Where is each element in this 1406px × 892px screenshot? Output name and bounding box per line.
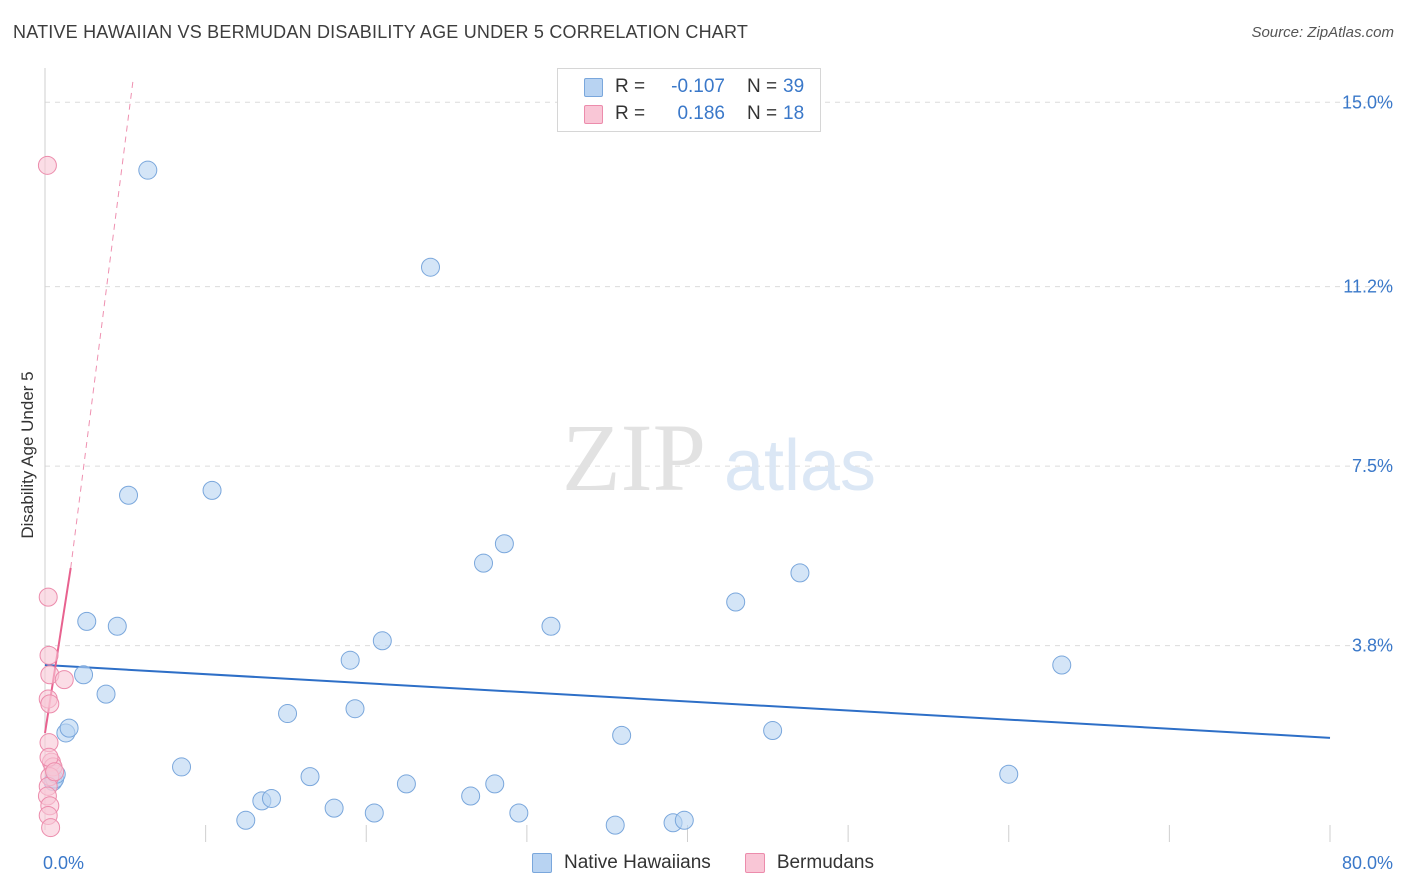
native-hawaiian-point	[345, 699, 365, 719]
native-hawaiian-point	[726, 592, 746, 612]
native-hawaiian-point	[59, 718, 79, 738]
native-hawaiian-point	[541, 616, 561, 636]
native-hawaiian-point	[74, 665, 94, 685]
legend-swatch-blue	[584, 77, 603, 97]
bermudan-point	[40, 694, 60, 714]
native-hawaiian-trend-line	[44, 664, 1331, 739]
watermark: ZIP atlas	[562, 404, 876, 511]
native-hawaiian-point	[77, 611, 97, 631]
y-tick-label: 7.5%	[1352, 456, 1393, 476]
native-hawaiian-point	[674, 810, 694, 830]
legend-r-value: 0.186	[677, 103, 725, 124]
native-hawaiian-point	[119, 485, 139, 505]
native-hawaiian-point	[236, 810, 256, 830]
native-hawaiian-point	[790, 563, 810, 583]
bermudan-point	[45, 762, 65, 782]
native-hawaiian-point	[278, 704, 298, 724]
native-hawaiian-point	[461, 786, 481, 806]
native-hawaiian-point	[494, 534, 514, 554]
native-hawaiian-point	[340, 650, 360, 670]
native-hawaiian-point	[1052, 655, 1072, 675]
native-hawaiian-point	[96, 684, 116, 704]
legend-swatch-pink	[744, 853, 765, 873]
tick-labels: 3.8% 7.5% 11.2% 15.0% 0.0% 80.0%	[43, 92, 1393, 873]
source-label: Source: ZipAtlas.com	[1251, 24, 1394, 41]
bermudan-point	[54, 670, 74, 690]
native-hawaiian-point	[474, 553, 494, 573]
native-hawaiian-point	[202, 480, 222, 500]
legend-item-bermudans: Bermudans	[744, 852, 874, 874]
native-hawaiian-point	[300, 767, 320, 787]
native-hawaiian-point	[324, 798, 344, 818]
native-hawaiian-point	[372, 631, 392, 651]
native-hawaiian-point	[612, 725, 632, 745]
legend-r-value: -0.107	[671, 76, 725, 97]
legend-n-value: 39	[783, 76, 805, 97]
native-hawaiian-point	[261, 788, 281, 808]
native-hawaiian-point	[172, 757, 192, 777]
legend-n-label: N =	[747, 103, 778, 124]
y-tick-label: 3.8%	[1352, 636, 1393, 656]
native-hawaiian-point	[138, 160, 158, 180]
data-points	[37, 155, 1072, 838]
bermudan-trend-extension	[70, 77, 134, 569]
legend-n-label: N =	[747, 76, 778, 97]
x-tick-label: 0.0%	[43, 853, 84, 873]
legend-row-native-hawaiians: R = -0.107 N = 39	[584, 75, 804, 99]
correlation-legend: R = -0.107 N = 39 R = 0.186 N = 18	[557, 68, 821, 132]
chart-title: NATIVE HAWAIIAN VS BERMUDAN DISABILITY A…	[13, 22, 749, 42]
bermudan-point	[41, 818, 61, 838]
legend-label: Bermudans	[776, 852, 874, 873]
series-legend: Native Hawaiians Bermudans	[0, 852, 1406, 874]
bermudan-point	[38, 587, 58, 607]
legend-r-label: R =	[615, 76, 646, 97]
native-hawaiian-point	[999, 764, 1019, 784]
native-hawaiian-point	[485, 774, 505, 794]
bermudan-point	[37, 155, 57, 175]
legend-item-native-hawaiians: Native Hawaiians	[532, 852, 711, 874]
legend-row-bermudans: R = 0.186 N = 18	[584, 102, 804, 126]
y-tick-label: 11.2%	[1343, 277, 1393, 297]
native-hawaiian-point	[763, 721, 783, 741]
legend-n-value: 18	[783, 103, 805, 124]
native-hawaiian-point	[107, 616, 127, 636]
legend-label: Native Hawaiians	[564, 852, 711, 873]
watermark-zip: ZIP	[562, 404, 706, 511]
x-tick-label: 80.0%	[1342, 853, 1393, 873]
native-hawaiian-point	[364, 803, 384, 823]
legend-swatch-blue	[532, 853, 553, 873]
native-hawaiian-point	[396, 774, 416, 794]
native-hawaiian-point	[605, 815, 625, 835]
grid-lines	[45, 101, 1394, 647]
native-hawaiian-point	[509, 803, 529, 823]
watermark-atlas: atlas	[724, 426, 876, 506]
legend-r-label: R =	[615, 103, 646, 124]
legend-swatch-pink	[584, 104, 603, 124]
y-tick-label: 15.0%	[1342, 92, 1393, 112]
native-hawaiian-point	[421, 257, 440, 277]
bermudan-point	[39, 645, 59, 665]
